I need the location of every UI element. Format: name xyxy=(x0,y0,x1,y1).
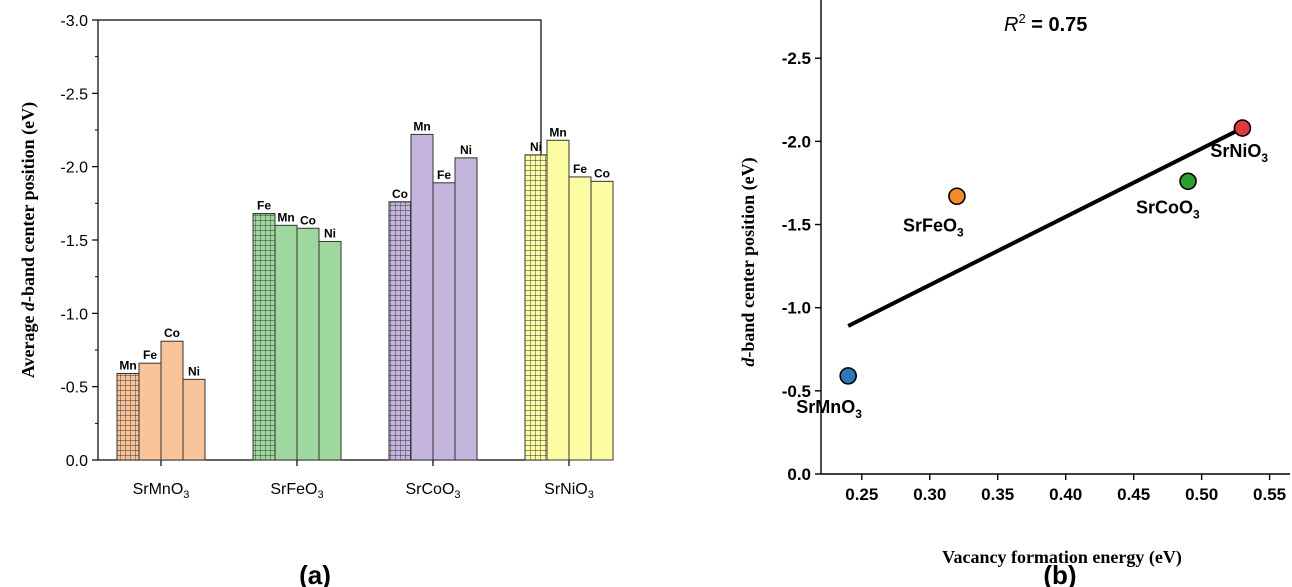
scatter-x-tick-label: 0.35 xyxy=(981,485,1014,504)
scatter-point-label-sub: 3 xyxy=(1193,207,1200,221)
bar-data-label: Fe xyxy=(437,168,451,182)
scatter-point-label: SrCoO3 xyxy=(1136,197,1200,221)
bar-data-label: Co xyxy=(392,187,408,201)
scatter-point-label: SrNiO3 xyxy=(1210,141,1268,165)
bar-data-label: Ni xyxy=(324,226,336,240)
y-tick-label: 0.0 xyxy=(66,453,88,470)
y-tick-label: -0.5 xyxy=(60,380,88,397)
bar-data-label: Co xyxy=(594,166,610,180)
bar-chart-y-axis-label: Average d-band center position (eV) xyxy=(18,102,39,378)
scatter-chart-axes: 0.0 -0.5 -1.0 -1.5 -2.0 -2.5 0.25 0.30 0.35 0.40 0… xyxy=(782,0,1290,504)
bar-hatch xyxy=(388,201,412,461)
y-tick-label: -1.5 xyxy=(60,233,88,250)
r-squared-annotation: R2 = 0.75 xyxy=(1004,11,1087,36)
x-category-label-sub: 3 xyxy=(183,489,189,501)
scatter-x-tick-label: 0.25 xyxy=(845,485,878,504)
bar-data-label: Ni xyxy=(530,140,542,154)
bar xyxy=(546,139,570,461)
bar-data-label: Co xyxy=(300,213,316,227)
bar-data-label: Mn xyxy=(119,358,136,372)
bar xyxy=(318,240,342,461)
scatter-point-label-sub: 3 xyxy=(855,407,862,421)
bar-data-label: Fe xyxy=(257,199,271,213)
scatter-point xyxy=(839,367,857,385)
bar xyxy=(138,362,162,461)
bar-chart-bars: Mn Fe Co Ni Fe Mn Co Ni Co Mn Fe Ni Ni Mn Fe Co xyxy=(116,119,614,461)
scatter-x-tick-label: 0.55 xyxy=(1253,485,1286,504)
y-tick-label: -2.0 xyxy=(60,160,88,177)
bar xyxy=(274,224,298,461)
x-category-label-base: SrCoO xyxy=(405,481,454,498)
scatter-chart-y-axis-label: d-band center position (eV) xyxy=(738,157,759,366)
scatter-x-tick-label: 0.40 xyxy=(1049,485,1082,504)
bar-data-label: Fe xyxy=(143,348,157,362)
bar-data-label: Fe xyxy=(573,162,587,176)
x-category-label: SrFeO3 xyxy=(270,481,323,501)
scatter-y-tick-label: -2.0 xyxy=(782,132,811,151)
scatter-point-label-sub: 3 xyxy=(957,225,964,239)
x-category-label-sub: 3 xyxy=(588,489,594,501)
bar-data-label: Ni xyxy=(188,364,200,378)
bar-data-label: Mn xyxy=(277,210,294,224)
bar xyxy=(410,133,434,461)
bar xyxy=(454,157,478,461)
scatter-point xyxy=(1179,172,1197,191)
bar-hatch xyxy=(252,213,276,461)
x-category-label-sub: 3 xyxy=(318,489,324,501)
x-category-label-base: SrFeO xyxy=(270,481,317,498)
x-category-label: SrNiO3 xyxy=(544,481,594,501)
bar xyxy=(590,180,614,461)
y-tick-label: -1.0 xyxy=(60,306,88,323)
scatter-point-label-sub: 3 xyxy=(1261,151,1268,165)
scatter-chart-panel: 0.0 -0.5 -1.0 -1.5 -2.0 -2.5 0.25 0.30 0.35 0.40 0… xyxy=(738,0,1290,587)
scatter-point xyxy=(948,187,966,206)
bar-hatch xyxy=(116,372,140,461)
scatter-point-label-base: SrCoO xyxy=(1136,197,1193,217)
scatter-point-label-base: SrNiO xyxy=(1210,141,1261,161)
scatter-point-label: SrMnO3 xyxy=(796,397,862,421)
scatter-y-tick-label: -1.0 xyxy=(782,299,811,318)
y-tick-label: -2.5 xyxy=(60,86,88,103)
bar xyxy=(160,340,184,461)
scatter-point-label-base: SrFeO xyxy=(903,215,957,235)
bar-data-label: Ni xyxy=(460,143,472,157)
x-category-label-base: SrNiO xyxy=(544,481,588,498)
bar-data-label: Mn xyxy=(413,119,430,133)
bar-hatch xyxy=(524,154,548,461)
bar xyxy=(182,378,206,461)
x-category-label-base: SrMnO xyxy=(133,481,184,498)
scatter-chart-x-axis-label: Vacancy formation energy (eV) xyxy=(942,547,1182,568)
panel-b-label: (b) xyxy=(1043,560,1076,587)
bar xyxy=(432,182,456,461)
x-category-label-sub: 3 xyxy=(454,489,460,501)
bar-data-label: Co xyxy=(164,326,180,340)
scatter-y-tick-label: 0.0 xyxy=(787,465,811,484)
scatter-point-label: SrFeO3 xyxy=(903,215,964,239)
x-category-label: SrCoO3 xyxy=(405,481,460,501)
scatter-y-tick-label: -0.5 xyxy=(782,382,811,401)
x-category-label: SrMnO3 xyxy=(133,481,190,501)
scatter-point xyxy=(1233,119,1252,137)
bar xyxy=(568,176,592,461)
y-tick-label: -3.0 xyxy=(60,13,88,30)
bar-data-label: Mn xyxy=(549,125,566,139)
scatter-y-tick-label: -2.5 xyxy=(782,49,811,68)
scatter-x-tick-label: 0.45 xyxy=(1117,485,1150,504)
bar xyxy=(296,227,320,461)
panel-a-label: (a) xyxy=(299,560,331,587)
scatter-point-label-base: SrMnO xyxy=(796,397,855,417)
scatter-y-tick-label: -1.5 xyxy=(782,216,811,235)
scatter-x-tick-label: 0.50 xyxy=(1185,485,1218,504)
fit-line xyxy=(847,126,1244,328)
scatter-x-tick-label: 0.30 xyxy=(913,485,946,504)
